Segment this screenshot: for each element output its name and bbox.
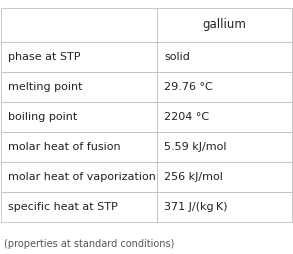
Text: 5.59 kJ/mol: 5.59 kJ/mol [164,142,226,152]
Bar [1,8,157,42]
Text: boiling point: boiling point [8,112,78,122]
Bar [157,192,292,222]
Text: gallium: gallium [202,18,246,31]
Text: molar heat of fusion: molar heat of fusion [8,142,121,152]
Bar [1,162,157,192]
Bar [1,42,157,72]
Bar [1,132,157,162]
Text: (properties at standard conditions): (properties at standard conditions) [4,239,174,249]
Text: melting point: melting point [8,82,83,92]
Text: specific heat at STP: specific heat at STP [8,202,118,212]
Text: phase at STP: phase at STP [8,52,81,62]
Bar [157,102,292,132]
Text: 256 kJ/mol: 256 kJ/mol [164,172,223,182]
Bar [157,8,292,42]
Text: 29.76 °C: 29.76 °C [164,82,213,92]
Text: solid: solid [164,52,190,62]
Bar [157,42,292,72]
Text: 2204 °C: 2204 °C [164,112,209,122]
Text: 371 J/(kg K): 371 J/(kg K) [164,202,227,212]
Bar [1,192,157,222]
Bar [1,72,157,102]
Bar [1,102,157,132]
Bar [157,162,292,192]
Text: molar heat of vaporization: molar heat of vaporization [8,172,156,182]
Bar [157,132,292,162]
Bar [157,72,292,102]
